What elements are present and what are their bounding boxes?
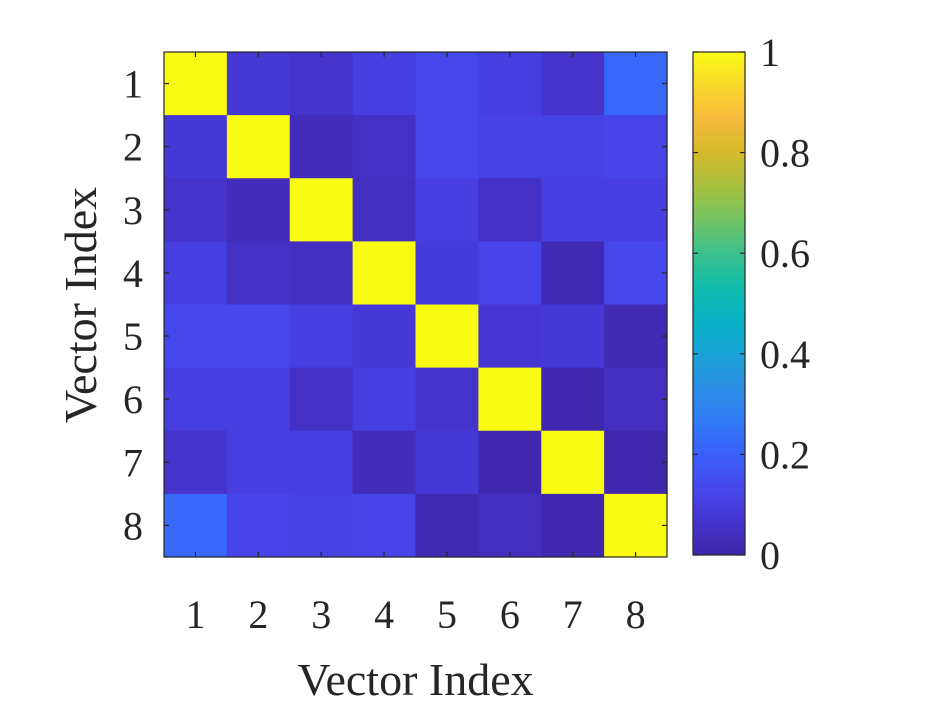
heatmap-cell-r4-c1 (164, 241, 228, 306)
heatmap-cell-r1-c2 (226, 52, 291, 116)
axis-ticks (164, 52, 667, 557)
colorbar-frame (692, 51, 746, 556)
heatmap-cell-r8-c6 (478, 493, 542, 558)
heatmap-cell-r3-c6 (478, 178, 542, 242)
y-tick-label: 3 (123, 188, 143, 233)
colorbar-tick-label: 0.6 (760, 231, 810, 276)
heatmap-cell-r2-c5 (415, 115, 479, 179)
heatmap-cell-r5-c7 (541, 304, 605, 369)
heatmap-cell-r8-c3 (289, 493, 354, 558)
heatmap-cell-r6-c1 (164, 367, 228, 432)
y-tick-label: 8 (123, 503, 143, 548)
heatmap-cell-r2-c1 (164, 115, 228, 179)
heatmap-cell-r5-c2 (226, 304, 291, 369)
heatmap-cell-r6-c5 (415, 367, 479, 432)
y-axis-title: Vector Index (55, 187, 106, 423)
colorbar-tick-label: 0.2 (760, 432, 810, 477)
heatmap-cell-r2-c6 (478, 115, 542, 179)
heatmap-cell-r8-c8 (604, 493, 668, 558)
heatmap-cell-r8-c7 (541, 493, 605, 558)
heatmap-cell-r8-c1 (164, 493, 228, 558)
heatmap-cells (164, 52, 668, 558)
plot-frame (163, 51, 668, 558)
x-axis-title: Vector Index (297, 654, 533, 705)
heatmap-cell-r5-c5 (415, 304, 479, 369)
heatmap-cell-r7-c2 (226, 430, 291, 495)
heatmap-cell-r5-c6 (478, 304, 542, 369)
heatmap-cell-r3-c5 (415, 178, 479, 242)
heatmap-cell-r7-c5 (415, 430, 479, 495)
x-tick-label: 7 (563, 592, 583, 637)
heatmap-cell-r1-c1 (164, 52, 228, 116)
heatmap-cell-r6-c3 (289, 367, 354, 432)
colorbar-tick-label: 0 (760, 533, 780, 578)
heatmap-cell-r3-c3 (289, 178, 354, 242)
x-tick-label: 5 (437, 592, 457, 637)
heatmap-cell-r6-c6 (478, 367, 542, 432)
heatmap-cell-r3-c4 (352, 178, 417, 242)
heatmap-cell-r7-c3 (289, 430, 354, 495)
x-tick-label: 1 (185, 592, 205, 637)
heatmap-cell-r1-c4 (352, 52, 417, 116)
y-tick-label: 2 (123, 125, 143, 170)
heatmap-cell-r1-c3 (289, 52, 354, 116)
y-tick-labels: 1 2 3 4 5 6 7 8 (123, 62, 143, 549)
heatmap-cell-r2-c7 (541, 115, 605, 179)
heatmap-cell-r7-c1 (164, 430, 228, 495)
y-tick-label: 6 (123, 377, 143, 422)
heatmap-cell-r5-c1 (164, 304, 228, 369)
heatmap-cell-r7-c6 (478, 430, 542, 495)
heatmap-cell-r1-c8 (604, 52, 668, 116)
heatmap-cell-r6-c2 (226, 367, 291, 432)
heatmap-cell-r4-c5 (415, 241, 479, 306)
heatmap-cell-r7-c7 (541, 430, 605, 495)
y-tick-label: 1 (123, 62, 143, 107)
heatmap-cell-r1-c5 (415, 52, 479, 116)
heatmap-cell-r8-c4 (352, 493, 417, 558)
colorbar-tick-label: 1 (760, 30, 780, 75)
x-tick-label: 3 (311, 592, 331, 637)
y-tick-label: 5 (123, 314, 143, 359)
heatmap-cell-r4-c8 (604, 241, 668, 306)
heatmap-cell-r6-c7 (541, 367, 605, 432)
heatmap-cell-r4-c6 (478, 241, 542, 306)
x-tick-label: 8 (626, 592, 646, 637)
heatmap-cell-r3-c2 (226, 178, 291, 242)
heatmap-cell-r7-c4 (352, 430, 417, 495)
colorbar-tick-label: 0.8 (760, 131, 810, 176)
heatmap-cell-r8-c2 (226, 493, 291, 558)
heatmap-cell-r5-c8 (604, 304, 668, 369)
heatmap-cell-r3-c1 (164, 178, 228, 242)
heatmap-cell-r1-c7 (541, 52, 605, 116)
heatmap-cell-r2-c8 (604, 115, 668, 179)
heatmap-cell-r6-c8 (604, 367, 668, 432)
colorbar (693, 52, 745, 555)
x-tick-label: 6 (500, 592, 520, 637)
y-tick-label: 7 (123, 440, 143, 485)
heatmap-cell-r1-c6 (478, 52, 542, 116)
heatmap-cell-r5-c4 (352, 304, 417, 369)
heatmap-cell-r3-c8 (604, 178, 668, 242)
heatmap-cell-r2-c4 (352, 115, 417, 179)
heatmap-cell-r2-c3 (289, 115, 354, 179)
heatmap-cell-r6-c4 (352, 367, 417, 432)
x-tick-label: 2 (248, 592, 268, 637)
heatmap-cell-r2-c2 (226, 115, 291, 179)
heatmap-cell-r4-c3 (289, 241, 354, 306)
heatmap-cell-r3-c7 (541, 178, 605, 242)
colorbar-tick-label: 0.4 (760, 332, 810, 377)
heatmap-cell-r7-c8 (604, 430, 668, 495)
heatmap-cell-r4-c7 (541, 241, 605, 306)
y-tick-label: 4 (123, 251, 143, 296)
heatmap-cell-r4-c2 (226, 241, 291, 306)
x-tick-label: 4 (374, 592, 394, 637)
colorbar-ticks: 0 0.2 0.4 0.6 0.8 1 (693, 30, 810, 578)
heatmap-cell-r4-c4 (352, 241, 417, 306)
heatmap-cell-r8-c5 (415, 493, 479, 558)
heatmap-cell-r5-c3 (289, 304, 354, 369)
